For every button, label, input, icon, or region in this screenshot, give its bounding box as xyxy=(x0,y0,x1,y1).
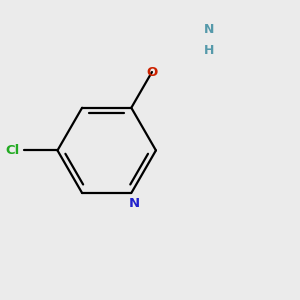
Text: O: O xyxy=(146,65,158,79)
Text: N: N xyxy=(129,197,140,210)
Text: Cl: Cl xyxy=(5,144,20,157)
Text: N: N xyxy=(204,23,215,36)
Text: H: H xyxy=(204,44,215,57)
